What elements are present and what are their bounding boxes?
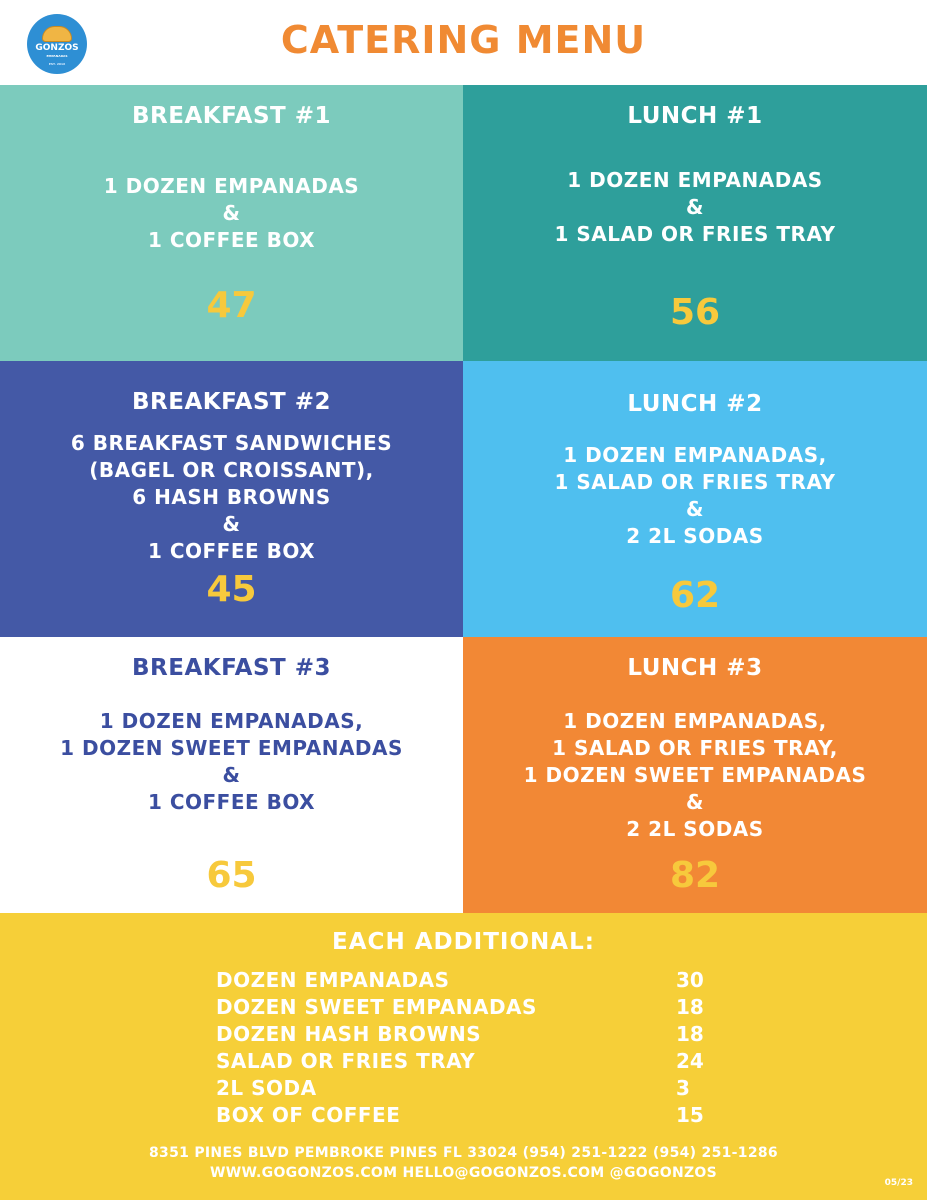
package-items: 1 DOZEN EMPANADAS & 1 COFFEE BOX: [0, 173, 463, 254]
web-line: WWW.GOGONZOS.COM HELLO@GOGONZOS.COM @GOG…: [209, 1165, 718, 1181]
item-price: 18: [676, 995, 704, 1019]
package-item: (BAGEL OR CROISSANT),: [89, 458, 374, 482]
package-lunch-1: LUNCH #1 1 DOZEN EMPANADAS & 1 SALAD OR …: [463, 85, 927, 361]
package-item: 1 SALAD OR FRIES TRAY: [554, 470, 836, 494]
package-items: 1 DOZEN EMPANADAS, 1 SALAD OR FRIES TRAY…: [463, 708, 927, 843]
item-price: 3: [676, 1076, 690, 1100]
page-title: CATERING MENU: [280, 18, 647, 62]
logo-est: EST. 2016: [48, 62, 66, 66]
package-item: &: [686, 195, 704, 219]
package-name: LUNCH #1: [627, 103, 763, 129]
package-item: 1 DOZEN EMPANADAS: [567, 168, 823, 192]
package-price: 62: [669, 575, 721, 616]
package-price: 45: [206, 569, 257, 610]
package-name: LUNCH #2: [627, 391, 763, 417]
package-items: 6 BREAKFAST SANDWICHES (BAGEL OR CROISSA…: [0, 430, 463, 565]
package-name: BREAKFAST #3: [132, 655, 331, 681]
gonzos-logo: GONZOS EMPANADAS EST. 2016: [27, 14, 87, 74]
package-item: 1 COFFEE BOX: [147, 790, 316, 814]
package-price: 56: [669, 292, 721, 333]
item-price: 30: [676, 968, 704, 992]
logo-sub: EMPANADAS: [46, 54, 68, 58]
package-name: BREAKFAST #1: [132, 103, 331, 129]
package-name: LUNCH #3: [627, 655, 763, 681]
package-breakfast-2: BREAKFAST #2 6 BREAKFAST SANDWICHES (BAG…: [0, 361, 463, 637]
package-item: &: [222, 512, 241, 536]
list-item: 2L SODA 3: [216, 1076, 736, 1103]
item-name: DOZEN EMPANADAS: [216, 968, 450, 992]
package-lunch-2: LUNCH #2 1 DOZEN EMPANADAS, 1 SALAD OR F…: [463, 361, 927, 637]
package-item: 1 DOZEN EMPANADAS,: [99, 709, 364, 733]
item-name: BOX OF COFFEE: [216, 1103, 401, 1127]
list-item: BOX OF COFFEE 15: [216, 1103, 736, 1130]
package-breakfast-1: BREAKFAST #1 1 DOZEN EMPANADAS & 1 COFFE…: [0, 85, 463, 361]
package-item: &: [686, 790, 704, 814]
package-item: 2 2L SODAS: [626, 817, 764, 841]
package-item: 1 SALAD OR FRIES TRAY,: [552, 736, 838, 760]
item-name: 2L SODA: [216, 1076, 317, 1100]
item-price: 24: [676, 1049, 704, 1073]
package-item: &: [686, 497, 704, 521]
package-item: 1 DOZEN SWEET EMPANADAS: [60, 736, 403, 760]
item-price: 15: [676, 1103, 704, 1127]
list-item: DOZEN HASH BROWNS 18: [216, 1022, 736, 1049]
package-breakfast-3: BREAKFAST #3 1 DOZEN EMPANADAS, 1 DOZEN …: [0, 637, 463, 913]
item-name: SALAD OR FRIES TRAY: [216, 1049, 476, 1073]
package-price: 82: [669, 855, 721, 896]
package-item: &: [222, 763, 241, 787]
additional-list: DOZEN EMPANADAS 30 DOZEN SWEET EMPANADAS…: [216, 968, 736, 1130]
list-item: SALAD OR FRIES TRAY 24: [216, 1049, 736, 1076]
package-item: 1 DOZEN EMPANADAS,: [563, 709, 827, 733]
package-price: 65: [206, 855, 257, 896]
package-lunch-3: LUNCH #3 1 DOZEN EMPANADAS, 1 SALAD OR F…: [463, 637, 927, 913]
package-item: &: [222, 201, 241, 225]
package-item: 2 2L SODAS: [626, 524, 764, 548]
package-item: 1 DOZEN EMPANADAS: [103, 174, 360, 198]
package-items: 1 DOZEN EMPANADAS & 1 SALAD OR FRIES TRA…: [463, 167, 927, 248]
package-item: 6 BREAKFAST SANDWICHES: [70, 431, 393, 455]
package-items: 1 DOZEN EMPANADAS, 1 SALAD OR FRIES TRAY…: [463, 442, 927, 550]
additional-section: EACH ADDITIONAL: DOZEN EMPANADAS 30 DOZE…: [0, 913, 927, 1200]
package-items: 1 DOZEN EMPANADAS, 1 DOZEN SWEET EMPANAD…: [0, 708, 463, 816]
list-item: DOZEN EMPANADAS 30: [216, 968, 736, 995]
package-price: 47: [206, 285, 257, 326]
package-item: 1 COFFEE BOX: [147, 228, 316, 252]
address-line: 8351 PINES BLVD PEMBROKE PINES FL 33024 …: [149, 1145, 778, 1161]
package-item: 1 DOZEN EMPANADAS,: [563, 443, 827, 467]
header: GONZOS EMPANADAS EST. 2016 CATERING MENU: [0, 0, 927, 85]
package-item: 6 HASH BROWNS: [132, 485, 331, 509]
additional-title: EACH ADDITIONAL:: [332, 929, 595, 955]
package-item: 1 COFFEE BOX: [147, 539, 316, 563]
item-name: DOZEN HASH BROWNS: [216, 1022, 482, 1046]
list-item: DOZEN SWEET EMPANADAS 18: [216, 995, 736, 1022]
package-item: 1 DOZEN SWEET EMPANADAS: [523, 763, 867, 787]
item-name: DOZEN SWEET EMPANADAS: [216, 995, 537, 1019]
item-price: 18: [676, 1022, 704, 1046]
package-name: BREAKFAST #2: [132, 389, 331, 415]
date-code: 05/23: [884, 1178, 913, 1188]
logo-text: GONZOS: [35, 43, 79, 53]
package-item: 1 SALAD OR FRIES TRAY: [554, 222, 836, 246]
